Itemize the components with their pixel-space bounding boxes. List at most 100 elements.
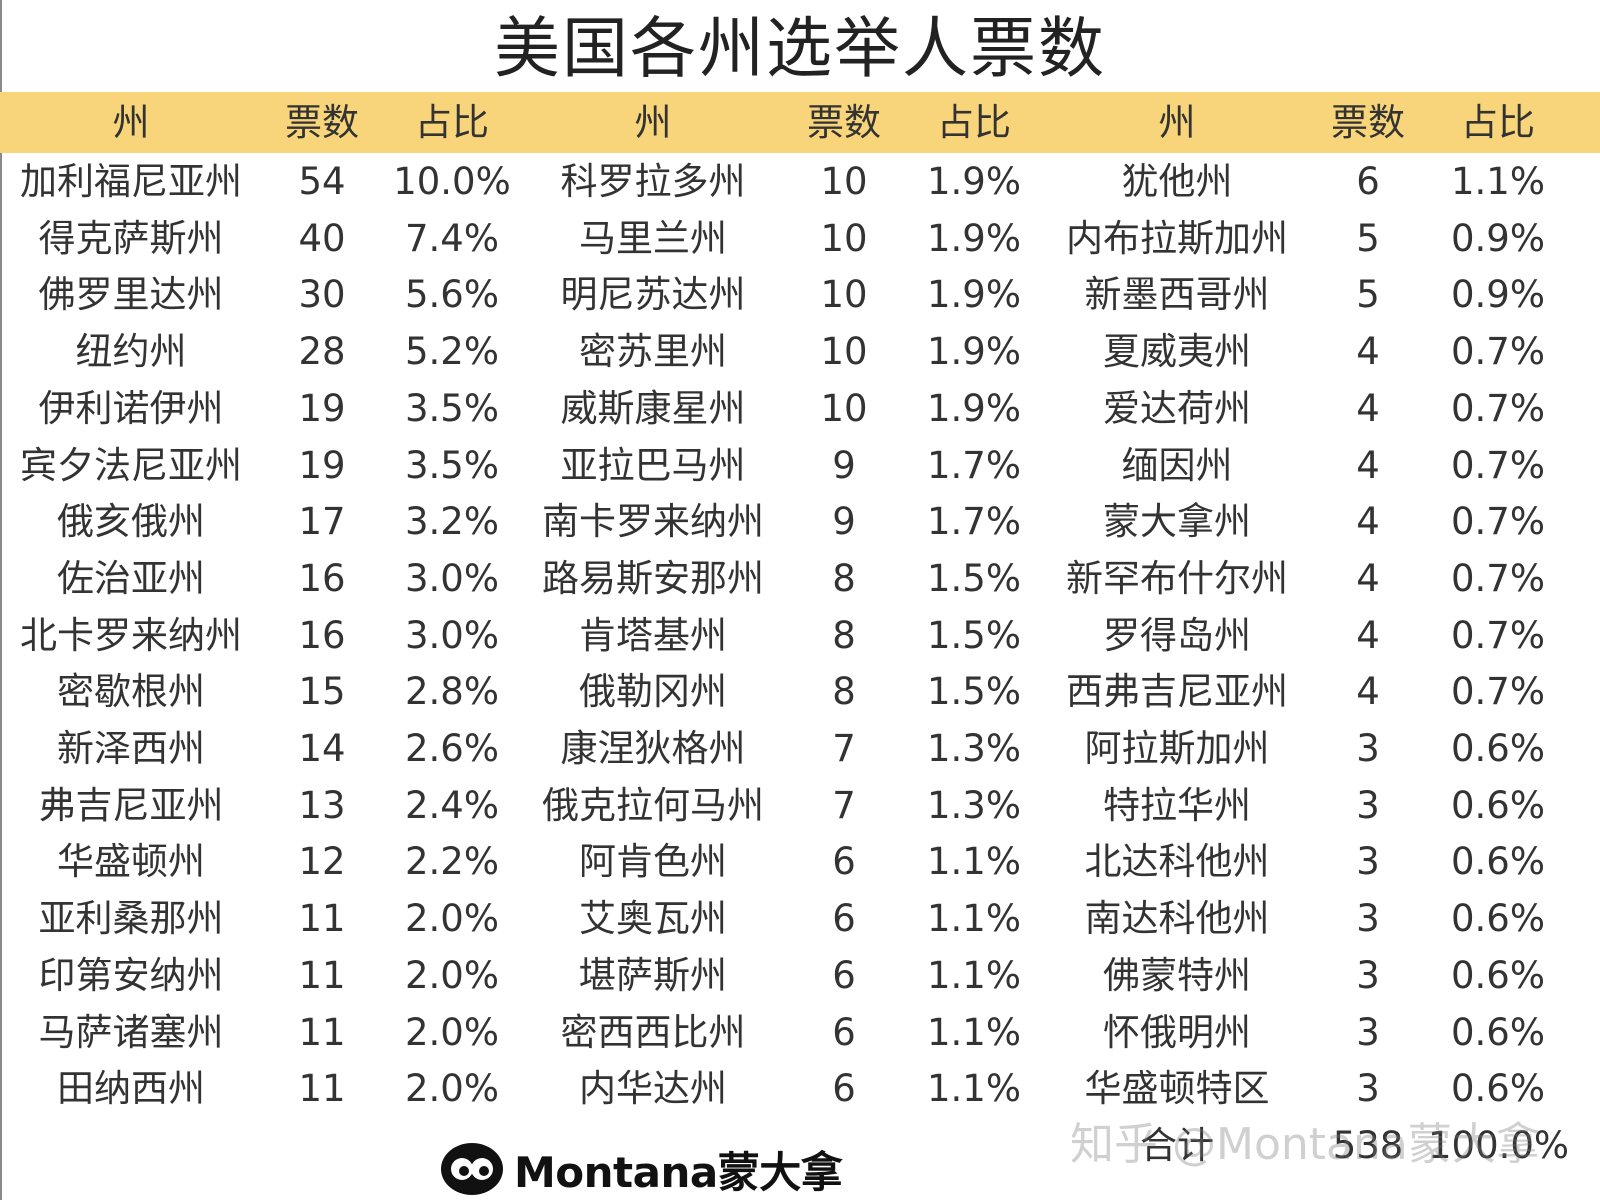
share-cell: 1.1% [927, 1010, 1021, 1054]
share-cell: 2.0% [405, 1067, 499, 1111]
state-name-cell: 宾夕法尼亚州 [20, 443, 242, 487]
state-name-cell: 华盛顿特区 [1084, 1067, 1270, 1111]
share-cell: 2.4% [405, 783, 499, 827]
share-cell: 0.6% [1451, 953, 1545, 997]
share-cell: 2.0% [405, 1010, 499, 1054]
share-cell: 2.2% [405, 840, 499, 884]
state-name-cell: 罗得岛州 [1103, 613, 1251, 657]
state-name-cell: 南卡罗来纳州 [542, 500, 764, 544]
share-cell: 3.0% [405, 556, 499, 600]
share-cell: 2.0% [405, 953, 499, 997]
state-name-cell: 爱达荷州 [1103, 386, 1251, 430]
votes-cell: 9 [832, 500, 856, 544]
votes-cell: 3 [1356, 897, 1380, 941]
votes-cell: 7 [832, 783, 856, 827]
votes-cell: 3 [1356, 1067, 1380, 1111]
votes-cell: 10 [820, 273, 868, 317]
state-name-cell: 堪萨斯州 [579, 953, 727, 997]
share-cell: 2.0% [405, 897, 499, 941]
votes-cell: 7 [832, 727, 856, 770]
state-name-cell: 合计 [1140, 1123, 1214, 1167]
share-cell: 0.6% [1451, 897, 1545, 941]
share-cell: 1.9% [927, 330, 1021, 374]
state-name-cell: 南达科他州 [1084, 897, 1270, 941]
share-cell: 1.1% [927, 840, 1021, 884]
share-cell: 0.7% [1451, 670, 1545, 714]
state-name-cell: 内布拉斯加州 [1066, 216, 1288, 260]
share-cell: 1.9% [927, 386, 1021, 430]
votes-cell: 13 [298, 783, 346, 827]
state-name-cell: 西弗吉尼亚州 [1066, 670, 1288, 714]
share-cell: 1.9% [927, 273, 1021, 317]
votes-cell: 6 [832, 953, 856, 997]
votes-cell: 15 [298, 670, 346, 714]
share-cell: 0.6% [1451, 840, 1545, 884]
votes-cell: 6 [832, 897, 856, 941]
votes-cell: 19 [298, 443, 346, 487]
state-name-cell: 新泽西州 [57, 727, 205, 770]
votes-cell: 17 [298, 500, 346, 544]
column-header: 州 [112, 101, 150, 144]
state-name-cell: 亚拉巴马州 [560, 443, 746, 487]
votes-cell: 4 [1356, 613, 1380, 657]
votes-cell: 8 [832, 613, 856, 657]
state-name-cell: 印第安纳州 [38, 953, 224, 997]
votes-cell: 8 [832, 556, 856, 600]
votes-cell: 14 [298, 727, 346, 770]
state-name-cell: 艾奥瓦州 [579, 897, 727, 941]
share-cell: 5.2% [405, 330, 499, 374]
page-title: 美国各州选举人票数 [494, 10, 1106, 87]
column-header: 州 [1158, 101, 1196, 144]
state-name-cell: 明尼苏达州 [560, 273, 746, 317]
votes-cell: 6 [832, 1067, 856, 1111]
state-name-cell: 密苏里州 [579, 330, 727, 374]
state-name-cell: 夏威夷州 [1103, 330, 1251, 374]
owl-eyes-icon [440, 1142, 504, 1196]
share-cell: 0.9% [1451, 216, 1545, 260]
column-header: 占比 [1461, 101, 1535, 144]
state-name-cell: 伊利诺伊州 [38, 386, 224, 430]
state-name-cell: 蒙大拿州 [1103, 500, 1251, 544]
state-name-cell: 北达科他州 [1084, 840, 1270, 884]
votes-cell: 10 [820, 386, 868, 430]
share-cell: 3.5% [405, 386, 499, 430]
state-name-cell: 俄克拉何马州 [542, 783, 764, 827]
votes-cell: 10 [820, 160, 868, 203]
share-cell: 1.1% [927, 1067, 1021, 1111]
state-name-cell: 纽约州 [75, 330, 187, 374]
votes-cell: 6 [832, 1010, 856, 1054]
state-name-cell: 佛蒙特州 [1103, 953, 1251, 997]
votes-cell: 28 [298, 330, 346, 374]
votes-cell: 9 [832, 443, 856, 487]
state-name-cell: 佛罗里达州 [38, 273, 224, 317]
state-name-cell: 田纳西州 [57, 1067, 205, 1111]
state-name-cell: 加利福尼亚州 [20, 160, 242, 203]
state-name-cell: 缅因州 [1121, 443, 1233, 487]
state-name-cell: 北卡罗来纳州 [20, 613, 242, 657]
votes-cell: 4 [1356, 556, 1380, 600]
share-cell: 0.6% [1451, 1067, 1545, 1111]
state-name-cell: 肯塔基州 [579, 613, 727, 657]
state-name-cell: 弗吉尼亚州 [38, 783, 224, 827]
votes-cell: 11 [298, 1067, 346, 1111]
column-header: 票数 [807, 101, 881, 144]
votes-cell: 6 [1356, 160, 1380, 203]
votes-cell: 11 [298, 897, 346, 941]
state-name-cell: 亚利桑那州 [38, 897, 224, 941]
share-cell: 1.9% [927, 160, 1021, 203]
votes-cell: 54 [298, 160, 346, 203]
state-name-cell: 俄勒冈州 [579, 670, 727, 714]
share-cell: 3.2% [405, 500, 499, 544]
state-name-cell: 新墨西哥州 [1084, 273, 1270, 317]
share-cell: 0.9% [1451, 273, 1545, 317]
column-header: 州 [634, 101, 672, 144]
state-name-cell: 犹他州 [1121, 160, 1233, 203]
state-name-cell: 怀俄明州 [1103, 1010, 1251, 1054]
share-cell: 100.0% [1428, 1123, 1570, 1167]
share-cell: 1.1% [927, 897, 1021, 941]
votes-cell: 40 [298, 216, 346, 260]
state-name-cell: 得克萨斯州 [38, 216, 224, 260]
share-cell: 0.7% [1451, 386, 1545, 430]
share-cell: 3.5% [405, 443, 499, 487]
state-name-cell: 内华达州 [579, 1067, 727, 1111]
